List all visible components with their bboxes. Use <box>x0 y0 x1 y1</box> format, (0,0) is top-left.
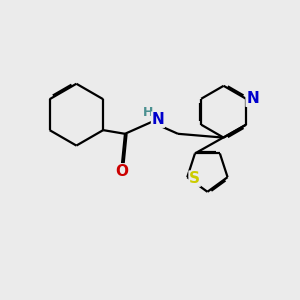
Text: N: N <box>152 112 164 127</box>
Text: N: N <box>246 91 259 106</box>
Text: O: O <box>116 164 128 179</box>
Text: H: H <box>143 106 153 119</box>
Text: S: S <box>189 171 200 186</box>
